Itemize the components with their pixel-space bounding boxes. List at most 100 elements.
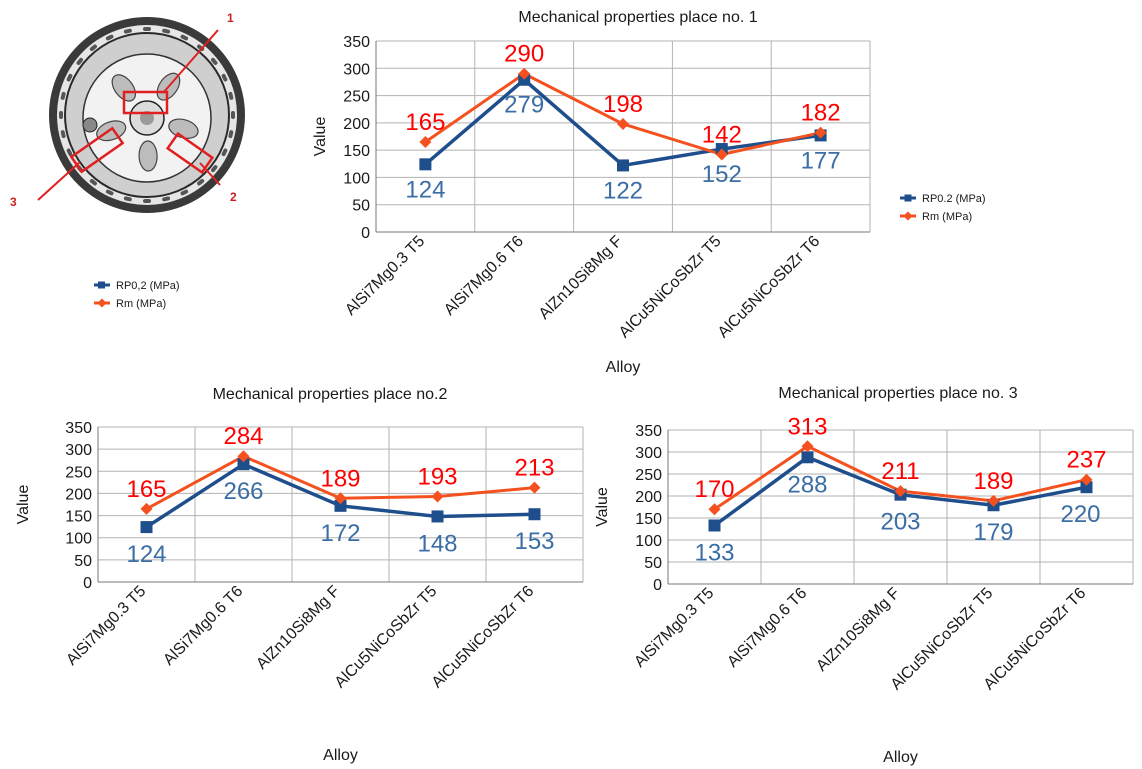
callout-label-1: 1 bbox=[227, 11, 234, 25]
x-tick-label: AlSi7Mg0.3 T5 bbox=[631, 585, 717, 671]
legend-rp02-label: RP0.2 (MPa) bbox=[922, 193, 986, 205]
point-rp02 bbox=[528, 508, 541, 521]
y-tick-label: 350 bbox=[635, 423, 662, 440]
x-tick-label: AlCu5NiCoSbZr T6 bbox=[429, 583, 538, 692]
point-rm bbox=[715, 148, 728, 161]
y-tick-label: 200 bbox=[65, 486, 92, 503]
spoke-pockets bbox=[96, 72, 199, 172]
point-rm bbox=[518, 67, 531, 80]
data-label-rm: 189 bbox=[320, 465, 360, 492]
x-tick-label: AlSi7Mg0.6 T6 bbox=[724, 585, 810, 671]
point-rm bbox=[334, 492, 347, 505]
y-tick-label: 350 bbox=[65, 420, 92, 437]
callout-2: 2 bbox=[165, 131, 237, 204]
side-legend-rm-label: Rm (MPa) bbox=[116, 298, 166, 310]
legend-rm-label: Rm (MPa) bbox=[922, 211, 972, 223]
chart-place-1: Mechanical properties place no. 1 0 50 100 1… bbox=[312, 9, 986, 376]
point-rm bbox=[617, 117, 629, 130]
y-tick-label: 250 bbox=[635, 467, 662, 484]
legend-rm-marker bbox=[903, 211, 913, 221]
rim-hole bbox=[105, 34, 114, 41]
y-axis-label: Value bbox=[594, 487, 611, 527]
chart-place-3: Mechanical properties place no. 3 0 50 100 1… bbox=[594, 385, 1134, 766]
point-rm bbox=[140, 502, 153, 515]
rim-holes bbox=[59, 27, 235, 203]
y-tick-label: 50 bbox=[74, 553, 92, 570]
point-rp02 bbox=[140, 521, 153, 534]
x-tick-label: AlSi7Mg0.6 T6 bbox=[441, 233, 527, 319]
data-label-rm: 284 bbox=[223, 423, 263, 450]
rim-hole bbox=[143, 199, 151, 203]
y-tick-label: 0 bbox=[83, 575, 92, 592]
y-axis-label: Value bbox=[312, 117, 329, 157]
data-label-rp02: 172 bbox=[320, 520, 360, 547]
rim-hole bbox=[89, 178, 97, 186]
wheel-photo: 1 2 3 bbox=[10, 11, 245, 213]
data-label-rp02: 203 bbox=[880, 509, 920, 536]
rim-hole bbox=[162, 28, 171, 34]
point-rm bbox=[528, 481, 541, 494]
x-tick-label: AlCu5NiCoSbZr T5 bbox=[888, 585, 997, 694]
wheel-hub-center bbox=[140, 111, 154, 125]
chart-place-2: Mechanical properties place no.2 0 50 100 15… bbox=[15, 386, 584, 764]
point-rp02 bbox=[431, 510, 444, 523]
point-rm bbox=[1080, 473, 1093, 486]
y-tick-label: 250 bbox=[343, 89, 370, 106]
y-tick-label: 0 bbox=[653, 577, 662, 594]
rim-hole bbox=[59, 111, 63, 119]
rim-hole bbox=[162, 196, 171, 202]
rim-hole bbox=[231, 111, 235, 119]
data-label-rp02: 152 bbox=[702, 161, 742, 188]
y-tick-label: 300 bbox=[343, 61, 370, 78]
chart-title: Mechanical properties place no. 3 bbox=[778, 385, 1017, 402]
point-rm bbox=[814, 126, 827, 139]
side-legend-rm-marker bbox=[97, 298, 107, 308]
y-tick-label: 350 bbox=[343, 34, 370, 51]
data-label-rm: 313 bbox=[787, 413, 827, 440]
rim-hole bbox=[210, 165, 218, 173]
point-rm bbox=[419, 135, 432, 148]
chart-title: Mechanical properties place no. 1 bbox=[518, 9, 757, 26]
data-label-rp02: 279 bbox=[504, 92, 544, 119]
point-rm bbox=[237, 450, 250, 463]
x-tick-label: AlCu5NiCoSbZr T5 bbox=[332, 583, 441, 692]
rim-hole bbox=[228, 91, 234, 100]
point-rp02 bbox=[801, 451, 814, 464]
callout-line-1 bbox=[162, 29, 219, 94]
point-rp02 bbox=[1080, 481, 1093, 494]
data-label-rp02: 122 bbox=[603, 177, 643, 204]
y-tick-label: 100 bbox=[65, 531, 92, 548]
callout-box-1 bbox=[122, 90, 169, 115]
y-tick-label: 150 bbox=[343, 143, 370, 160]
callout-line-2 bbox=[199, 162, 221, 186]
y-tick-label: 250 bbox=[65, 464, 92, 481]
data-label-rp02: 124 bbox=[126, 541, 166, 568]
side-legend: RP0,2 (MPa) Rm (MPa) bbox=[94, 280, 180, 310]
y-tick-label: 50 bbox=[644, 555, 662, 572]
rim-hole bbox=[66, 73, 73, 82]
callout-label-2: 2 bbox=[230, 190, 237, 204]
x-axis-label: Alloy bbox=[606, 359, 641, 376]
data-label-rm: 198 bbox=[603, 91, 643, 118]
rim-hole bbox=[76, 57, 84, 65]
y-tick-label: 100 bbox=[343, 170, 370, 187]
data-label-rp02: 133 bbox=[694, 539, 734, 566]
x-tick-label: AlZn10Si8Mg F bbox=[536, 233, 626, 323]
y-tick-label: 150 bbox=[65, 509, 92, 526]
point-rp02 bbox=[237, 458, 250, 471]
spoke-pocket bbox=[138, 140, 158, 172]
x-axis-label: Alloy bbox=[883, 749, 918, 766]
data-label-rm: 237 bbox=[1066, 447, 1106, 474]
rim-hole bbox=[221, 73, 228, 82]
x-tick-label: AlSi7Mg0.3 T5 bbox=[342, 233, 428, 319]
wheel-bolt bbox=[82, 117, 98, 133]
data-label-rm: 193 bbox=[417, 464, 457, 491]
y-tick-label: 150 bbox=[635, 511, 662, 528]
data-label-rm: 182 bbox=[801, 100, 841, 127]
legend-rp02-marker bbox=[904, 194, 912, 202]
data-label-rm: 142 bbox=[702, 122, 742, 149]
side-legend-rp-marker bbox=[98, 281, 105, 289]
callout-3: 3 bbox=[10, 126, 125, 209]
point-rm bbox=[894, 485, 907, 498]
